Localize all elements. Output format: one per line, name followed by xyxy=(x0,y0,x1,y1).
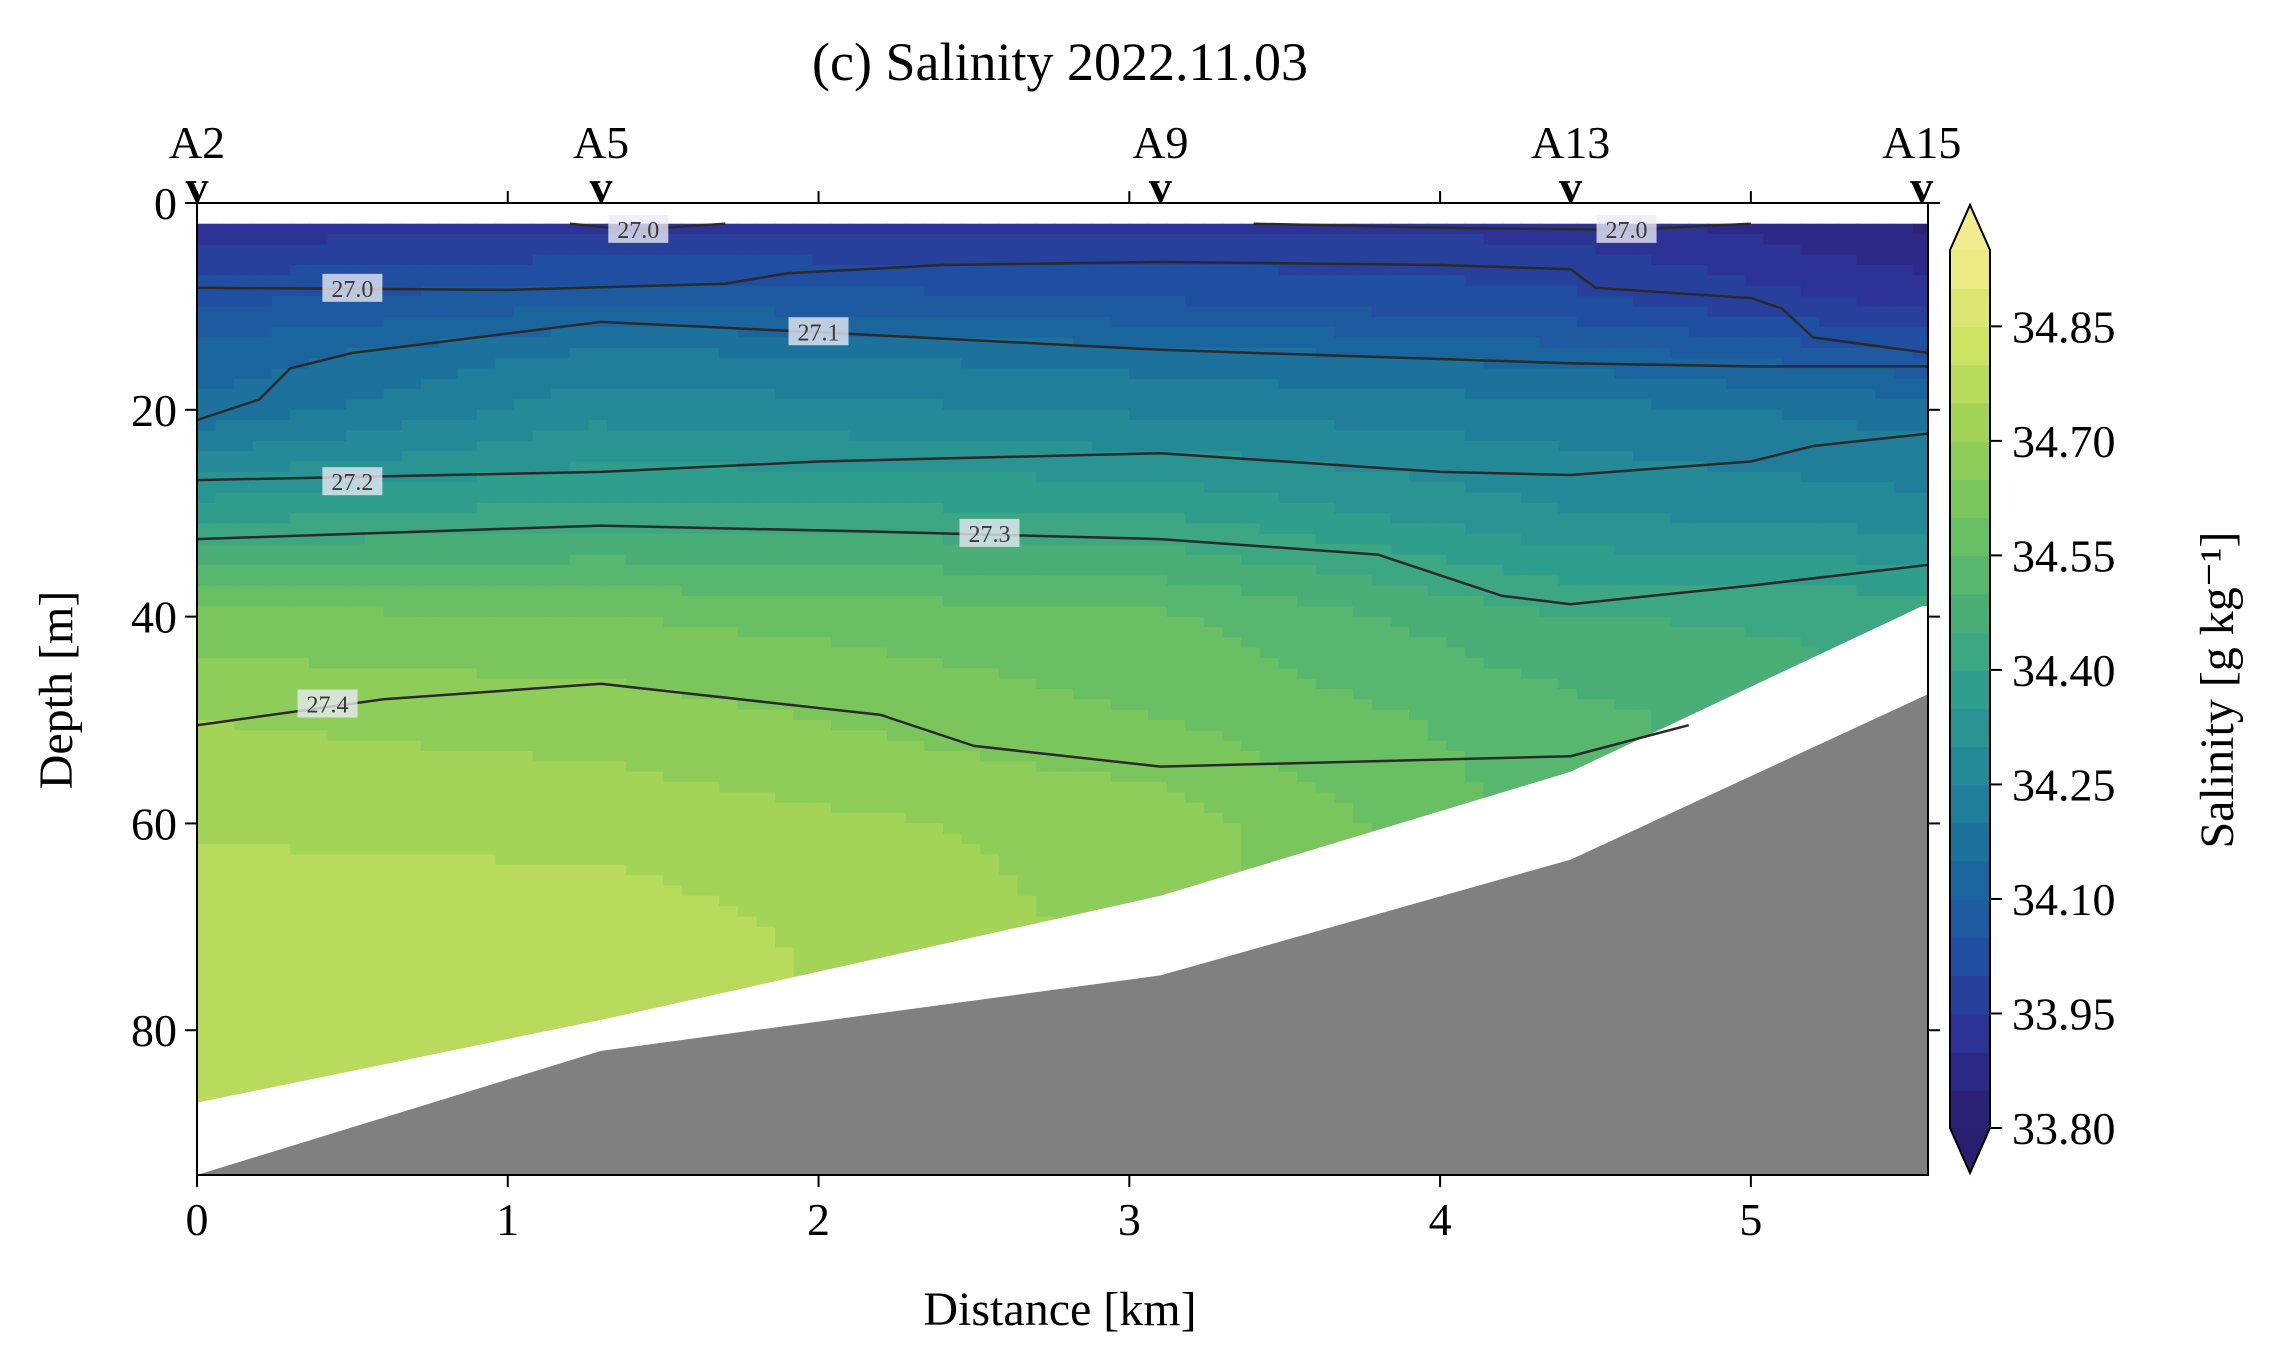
x-tick-label: 2 xyxy=(807,1194,830,1245)
density-contour-27.3 xyxy=(197,524,1928,606)
station-marker-v: v xyxy=(1559,161,1582,212)
colorbar-ticks: 33.80 33.95 34.10 34.25 34.40 34.55 34.70 34.85 xyxy=(1990,301,2116,1154)
station-marker-v: v xyxy=(590,161,613,212)
colorbar-bands xyxy=(1950,205,1990,1173)
colorbar-band xyxy=(1950,479,1990,518)
y-tick-label: 60 xyxy=(131,798,177,849)
x-tick-label: 5 xyxy=(1739,1194,1762,1245)
top-axis-ticks xyxy=(196,191,1752,203)
colorbar-band xyxy=(1950,593,1990,633)
station-marker-v: v xyxy=(1149,161,1172,212)
colorbar-tick-label: 34.10 xyxy=(2012,874,2116,925)
x-tick-label: 4 xyxy=(1429,1194,1452,1245)
station-marker-v: v xyxy=(1910,161,1933,212)
contour-label-27.0: 27.0 xyxy=(1596,214,1657,244)
colorbar-tick-label: 34.25 xyxy=(2012,759,2116,810)
y-tick-label: 40 xyxy=(131,592,177,643)
colorbar-band xyxy=(1950,250,1990,289)
colorbar-extend-bottom xyxy=(1950,1128,1990,1173)
x-tick-label: 3 xyxy=(1118,1194,1141,1245)
colorbar-band xyxy=(1950,708,1990,748)
colorbar-band xyxy=(1950,937,1990,977)
x-tick-label: 0 xyxy=(186,1194,209,1245)
colorbar-band xyxy=(1950,784,1990,824)
colorbar: 33.80 33.95 34.10 34.25 34.40 34.55 34.70 34.85… xyxy=(1949,202,2244,1176)
colorbar-band xyxy=(1950,975,1990,1015)
colorbar-tick-label: 34.70 xyxy=(2012,416,2116,467)
station-A5: A5v xyxy=(573,117,629,212)
right-axis-ticks xyxy=(1928,202,1940,1032)
colorbar-band xyxy=(1950,669,1990,709)
contour-label-27.4: 27.4 xyxy=(297,689,358,719)
colorbar-band xyxy=(1950,822,1990,862)
colorbar-band xyxy=(1950,364,1990,404)
colorbar-tick-label: 34.85 xyxy=(2012,301,2116,352)
density-contour-27.0 xyxy=(1253,222,1751,232)
colorbar-band xyxy=(1950,402,1990,442)
y-tick-label: 0 xyxy=(154,178,177,229)
density-contour-27.1 xyxy=(197,320,1928,422)
colorbar-band xyxy=(1950,1013,1990,1053)
colorbar-tick-label: 34.40 xyxy=(2012,645,2116,696)
colorbar-band xyxy=(1950,288,1990,328)
y-tick-label: 20 xyxy=(131,385,177,436)
station-A2: A2v xyxy=(169,117,225,212)
chart-title: (c) Salinity 2022.11.03 xyxy=(812,32,1308,92)
colorbar-band xyxy=(1950,746,1990,786)
colorbar-band xyxy=(1950,631,1990,671)
colorbar-band xyxy=(1950,517,1990,557)
colorbar-band xyxy=(1950,555,1990,595)
density-contour-27.4 xyxy=(197,682,1690,768)
colorbar-band xyxy=(1950,1089,1990,1129)
station-label: A15 xyxy=(1882,117,1961,168)
seafloor-area xyxy=(197,694,1928,1175)
x-axis: 0 1 2 3 4 5 xyxy=(186,1175,1762,1245)
colorbar-tick-label: 33.80 xyxy=(2012,1103,2116,1154)
colorbar-band xyxy=(1950,326,1990,366)
contour-label-27.0: 27.0 xyxy=(608,214,669,244)
station-label: A9 xyxy=(1132,117,1188,168)
station-marker-v: v xyxy=(186,161,209,212)
colorbar-band xyxy=(1950,899,1990,938)
density-contour-27.2 xyxy=(197,432,1928,482)
y-tick-label: 80 xyxy=(131,1005,177,1056)
colorbar-title: Salinity [g kg⁻¹] xyxy=(2191,531,2244,848)
colorbar-band xyxy=(1950,440,1990,480)
plot-frame xyxy=(196,202,1929,1176)
y-axis: 0 20 40 60 80 xyxy=(131,178,197,1056)
plot-area: 27.0 27.0 27.0 27.1 27.2 27.3 27.4 xyxy=(197,214,1928,1175)
y-axis-title: Depth [m] xyxy=(30,591,83,790)
station-label: A2 xyxy=(169,117,225,168)
contour-label-27.1: 27.1 xyxy=(788,317,849,346)
x-axis-title: Distance [km] xyxy=(923,1283,1196,1336)
x-tick-label: 1 xyxy=(496,1194,519,1245)
density-contours: 27.0 27.0 27.0 27.1 27.2 27.3 27.4 xyxy=(197,214,1928,768)
station-A9: A9v xyxy=(1132,117,1188,212)
colorbar-tick-label: 34.55 xyxy=(2012,530,2116,581)
density-contour-27.0 xyxy=(197,260,1928,355)
contour-label-27.2: 27.2 xyxy=(322,467,383,496)
station-label: A13 xyxy=(1531,117,1610,168)
contour-label-27.0: 27.0 xyxy=(322,273,383,303)
colorbar-extend-top xyxy=(1950,205,1990,250)
seafloor xyxy=(197,694,1928,1175)
colorbar-band xyxy=(1950,860,1990,900)
colorbar-tick-label: 33.95 xyxy=(2012,988,2116,1039)
station-label: A5 xyxy=(573,117,629,168)
contour-label-27.3: 27.3 xyxy=(959,518,1020,548)
colorbar-band xyxy=(1950,1051,1990,1091)
